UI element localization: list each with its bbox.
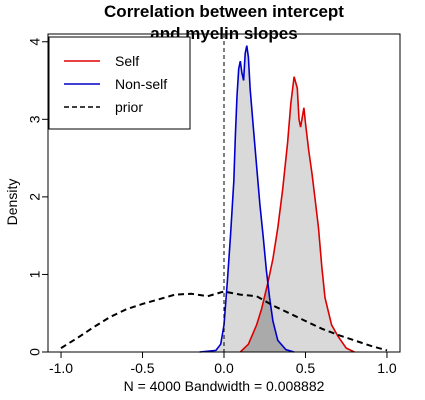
density-fills xyxy=(199,45,355,352)
overlap-fill xyxy=(240,282,295,352)
x-tick-label: -1.0 xyxy=(49,360,73,376)
x-tick-label: -0.5 xyxy=(130,360,154,376)
axes: -1.0 -0.5 0.0 0.5 1.0 0 1 2 3 4 xyxy=(27,33,401,376)
x-tick-label: 0.0 xyxy=(214,360,234,376)
y-axis-label: Density xyxy=(4,179,20,226)
series-line-non-self xyxy=(199,45,295,353)
legend-label-non-self: Non-self xyxy=(115,76,167,92)
series-line-prior xyxy=(60,290,388,352)
y-tick-label: 0 xyxy=(27,348,43,356)
overlap-area xyxy=(240,282,295,352)
y-tick-label: 1 xyxy=(27,270,43,278)
x-tick-label: 0.5 xyxy=(296,360,316,376)
legend: Self Non-self prior xyxy=(48,36,191,130)
y-tick-label: 2 xyxy=(27,193,43,201)
y-tick-label: 4 xyxy=(27,38,43,46)
x-tick-label: 1.0 xyxy=(377,360,397,376)
density-fill-non-self xyxy=(199,45,295,352)
series-line-self xyxy=(239,76,355,353)
legend-label-prior: prior xyxy=(115,99,143,115)
chart-title-line1: Correlation between intercept xyxy=(104,2,344,21)
x-axis-label: N = 4000 Bandwidth = 0.008882 xyxy=(124,378,325,394)
density-fill-self xyxy=(240,76,355,352)
legend-label-self: Self xyxy=(115,53,139,69)
legend-box xyxy=(48,36,191,130)
y-tick-label: 3 xyxy=(27,115,43,123)
